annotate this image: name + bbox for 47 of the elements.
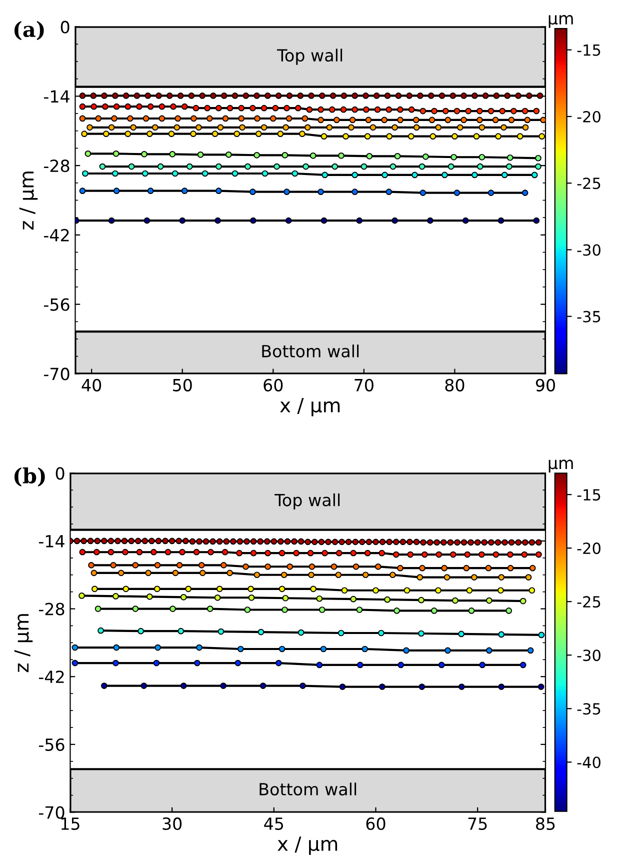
y-tick-label: -42 bbox=[38, 670, 64, 683]
y-tick-label: 0 bbox=[60, 20, 70, 34]
x-tick-label: 90 bbox=[536, 378, 555, 392]
x-tick-label: 85 bbox=[536, 817, 555, 830]
x-axis-title: x / μm bbox=[278, 836, 338, 855]
y-tick-label: -28 bbox=[38, 602, 64, 616]
y-tick-label: -70 bbox=[44, 368, 70, 380]
chart-title: (b) bbox=[14, 467, 45, 486]
x-tick-label: 80 bbox=[445, 378, 464, 392]
x-axis-title: x / μm bbox=[280, 398, 340, 416]
y-tick-label: -42 bbox=[44, 228, 69, 242]
color-bar-title: μm bbox=[548, 460, 573, 472]
band-label: Top wall bbox=[274, 493, 340, 510]
x-tick-label: 45 bbox=[264, 818, 284, 830]
color-bar-label: -15 bbox=[577, 44, 600, 56]
y-tick-label: 0 bbox=[56, 467, 64, 480]
chart-title: (a) bbox=[14, 21, 44, 40]
band-label: Top wall bbox=[277, 48, 342, 65]
x-tick-label: 40 bbox=[82, 378, 102, 392]
y-tick-label: -70 bbox=[38, 806, 64, 819]
color-bar-label: -25 bbox=[577, 178, 600, 190]
x-tick-label: 50 bbox=[173, 378, 192, 392]
x-tick-label: 75 bbox=[468, 818, 487, 830]
y-tick-label: -28 bbox=[44, 160, 70, 172]
color-bar-label: -20 bbox=[577, 542, 600, 554]
y-tick-label: -14 bbox=[38, 535, 64, 548]
x-tick-label: 70 bbox=[354, 378, 374, 392]
color-bar-label: -35 bbox=[577, 703, 600, 715]
x-tick-label: 15 bbox=[61, 818, 80, 830]
y-axis-title: z / μm bbox=[14, 614, 33, 672]
color-bar-label: -40 bbox=[577, 756, 600, 768]
color-bar-label: -30 bbox=[577, 244, 600, 256]
color-bar-label: -20 bbox=[577, 110, 600, 123]
y-tick-label: -14 bbox=[44, 90, 70, 103]
y-axis-title: z / μm bbox=[19, 172, 38, 230]
y-tick-label: -56 bbox=[44, 298, 70, 311]
band-label: Bottom wall bbox=[260, 782, 356, 796]
x-tick-label: 30 bbox=[162, 817, 182, 830]
color-bar-title: μm bbox=[548, 15, 573, 28]
x-tick-label: 60 bbox=[264, 378, 283, 392]
x-tick-label: 60 bbox=[366, 817, 386, 830]
color-bar-label: -25 bbox=[577, 596, 600, 608]
y-tick-label: -56 bbox=[38, 738, 64, 751]
color-bar-label: -30 bbox=[577, 650, 600, 662]
color-bar-label: -15 bbox=[577, 489, 600, 501]
band-label: Bottom wall bbox=[262, 344, 359, 358]
color-bar-label: -35 bbox=[577, 310, 600, 322]
